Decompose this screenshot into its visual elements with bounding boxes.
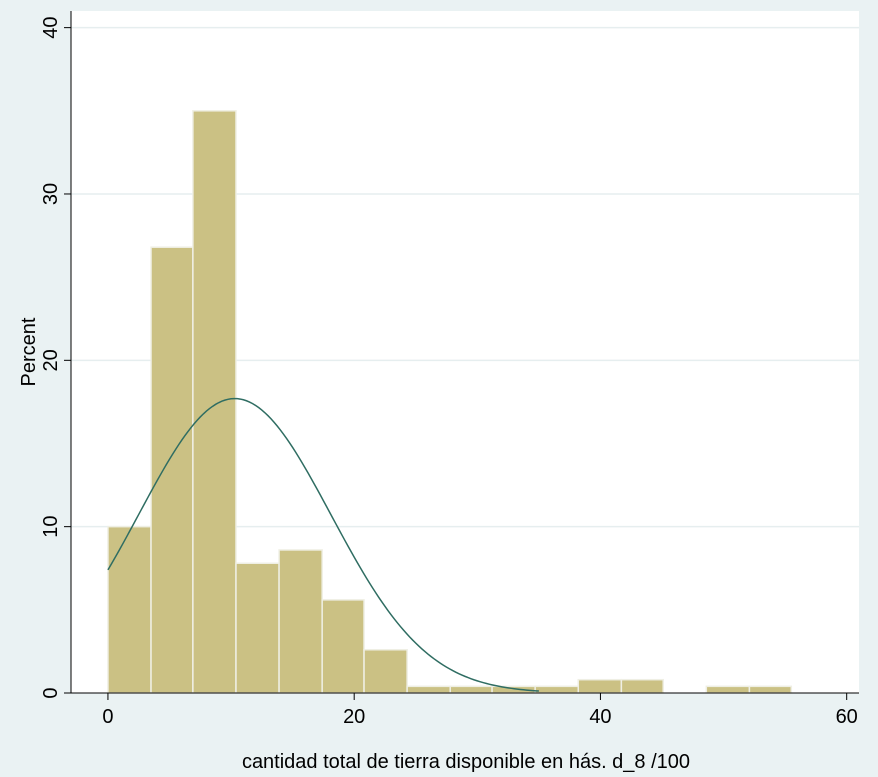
histogram-bar — [406, 685, 451, 694]
y-axis-title: Percent — [18, 317, 40, 386]
histogram-bar — [620, 678, 664, 694]
x-tick-label: 60 — [836, 706, 858, 728]
x-axis-title: cantidad total de tierra disponible en h… — [242, 751, 690, 773]
histogram-bar — [748, 685, 793, 694]
histogram-bar — [577, 678, 623, 694]
histogram-bar — [150, 246, 194, 694]
x-axis-ticks: 0 20 40 60 — [102, 693, 858, 728]
y-tick-label: 20 — [40, 349, 62, 371]
histogram-bar — [278, 549, 323, 694]
histogram-bar — [705, 685, 751, 694]
y-tick-label: 10 — [40, 516, 62, 538]
y-tick-label: 40 — [40, 17, 62, 39]
histogram-bar — [449, 685, 493, 694]
histogram-bar — [363, 649, 408, 694]
x-tick-label: 0 — [102, 706, 113, 728]
histogram-bar — [534, 685, 580, 694]
y-axis-ticks: 0 10 20 30 40 — [40, 17, 71, 699]
histogram-bar — [235, 562, 280, 694]
x-tick-label: 40 — [589, 706, 611, 728]
histogram-bar — [192, 110, 237, 694]
histogram-bar — [321, 599, 365, 694]
y-tick-label: 30 — [40, 183, 62, 205]
y-tick-label: 0 — [40, 687, 62, 698]
normal-density-curve — [107, 397, 539, 692]
histogram-bar — [107, 525, 152, 694]
x-tick-label: 20 — [343, 706, 365, 728]
